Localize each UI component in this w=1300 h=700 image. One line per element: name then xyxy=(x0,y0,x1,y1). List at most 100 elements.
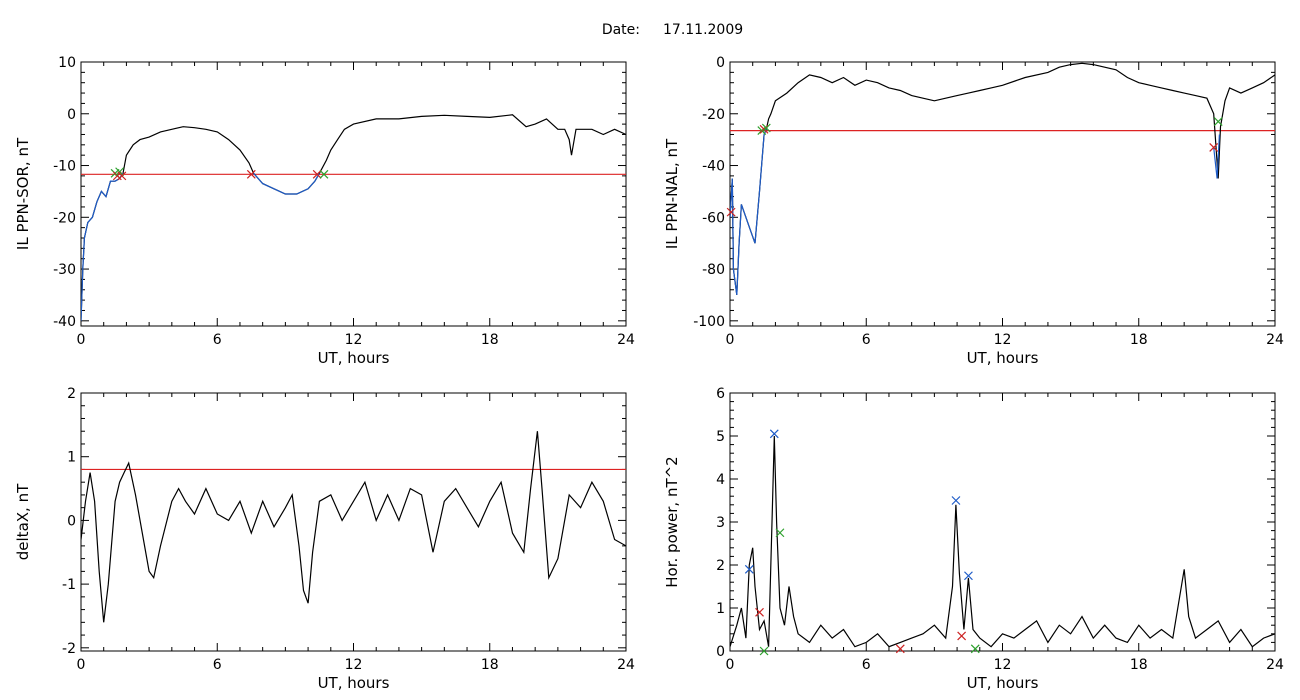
x-axis-label: UT, hours xyxy=(967,349,1039,367)
marker-stroke xyxy=(775,528,785,538)
marker-stroke xyxy=(964,571,973,581)
data-marker xyxy=(964,571,973,581)
x-tick-label: 6 xyxy=(213,657,222,673)
y-tick-label: -20 xyxy=(53,210,76,226)
x-tick-label: 18 xyxy=(1130,332,1148,348)
marker-stroke xyxy=(951,496,961,505)
marker-stroke xyxy=(312,169,322,179)
marker-stroke xyxy=(769,429,779,439)
x-tick-label: 18 xyxy=(1130,657,1148,673)
marker-stroke xyxy=(759,646,769,656)
series-line-1 xyxy=(81,114,626,321)
data-marker xyxy=(970,644,980,654)
y-tick-label: -80 xyxy=(702,262,725,278)
x-tick-label: 12 xyxy=(994,657,1012,673)
marker-stroke xyxy=(970,644,980,654)
x-tick-label: 0 xyxy=(77,657,86,673)
data-marker xyxy=(759,646,769,656)
marker-stroke xyxy=(744,564,754,574)
data-marker xyxy=(775,528,785,538)
x-tick-label: 12 xyxy=(994,332,1012,348)
data-marker xyxy=(726,207,736,217)
data-marker xyxy=(895,644,905,654)
marker-stroke xyxy=(755,607,764,617)
x-tick-label: 0 xyxy=(726,657,735,673)
data-marker xyxy=(957,631,967,641)
y-axis-label: IL PPN-NAL, nT xyxy=(663,138,681,249)
y-tick-label: -20 xyxy=(702,107,725,123)
series-line-1 xyxy=(730,435,1275,648)
data-marker xyxy=(759,124,769,134)
x-tick-label: 24 xyxy=(617,332,635,348)
x-axis-label: UT, hours xyxy=(318,349,390,367)
data-marker xyxy=(1213,117,1223,126)
x-tick-label: 24 xyxy=(617,657,635,673)
marker-stroke xyxy=(957,631,967,641)
data-marker xyxy=(117,171,127,181)
data-marker xyxy=(319,169,329,179)
chart-panel-2: 0 6 12 18 24 -100 -80 -60 -40 -20 0 UT, hours IL PPN… xyxy=(663,55,1284,367)
y-tick-label: -60 xyxy=(702,210,725,226)
x-axis-label: UT, hours xyxy=(967,674,1039,692)
x-tick-label: 0 xyxy=(726,332,735,348)
plot-frame xyxy=(729,61,1276,327)
data-marker xyxy=(769,429,779,439)
data-marker xyxy=(755,607,764,617)
series-line-3 xyxy=(253,172,320,195)
data-marker xyxy=(1209,142,1219,152)
series-line-3 xyxy=(1213,134,1220,179)
y-tick-label: 0 xyxy=(67,513,76,529)
y-tick-label: -40 xyxy=(53,314,76,330)
x-tick-label: 0 xyxy=(77,332,86,348)
marker-stroke xyxy=(117,171,127,181)
y-tick-label: 4 xyxy=(716,472,725,488)
y-tick-label: -2 xyxy=(62,641,76,657)
x-tick-label: 18 xyxy=(481,657,499,673)
y-tick-label: 0 xyxy=(716,644,725,660)
series-line-1 xyxy=(81,431,626,623)
y-tick-label: 1 xyxy=(716,601,725,617)
x-tick-label: 6 xyxy=(213,332,222,348)
data-marker xyxy=(312,169,322,179)
marker-stroke xyxy=(895,644,905,654)
marker-stroke xyxy=(726,207,736,217)
y-axis-label: Hor. power, nT^2 xyxy=(663,456,681,587)
x-tick-label: 12 xyxy=(345,657,363,673)
y-tick-label: 2 xyxy=(67,386,76,402)
x-tick-label: 24 xyxy=(1266,332,1284,348)
y-tick-label: 6 xyxy=(716,386,725,402)
y-tick-label: -1 xyxy=(62,577,76,593)
plot-frame xyxy=(729,392,1276,652)
y-tick-label: 0 xyxy=(67,107,76,123)
series-line-2 xyxy=(730,129,767,295)
series-line-1 xyxy=(730,62,1275,295)
data-marker xyxy=(744,564,754,574)
y-tick-label: 10 xyxy=(58,55,76,71)
x-tick-label: 18 xyxy=(481,332,499,348)
y-tick-label: 1 xyxy=(67,450,76,466)
marker-stroke xyxy=(246,169,256,179)
y-axis-label: deltaX, nT xyxy=(14,483,32,560)
y-tick-label: 5 xyxy=(716,429,725,445)
x-tick-label: 24 xyxy=(1266,657,1284,673)
marker-stroke xyxy=(319,169,329,179)
y-axis-label: IL PPN-SOR, nT xyxy=(14,137,32,250)
y-tick-label: -40 xyxy=(702,159,725,175)
x-tick-label: 12 xyxy=(345,332,363,348)
data-marker xyxy=(246,169,256,179)
data-marker xyxy=(757,126,767,136)
marker-stroke xyxy=(115,167,125,177)
x-tick-label: 6 xyxy=(862,332,871,348)
data-marker xyxy=(761,123,771,133)
date-value: 17.11.2009 xyxy=(663,22,743,38)
series-line-2 xyxy=(81,172,124,321)
x-axis-label: UT, hours xyxy=(318,674,390,692)
y-tick-label: 3 xyxy=(716,515,725,531)
marker-stroke xyxy=(759,124,769,134)
data-marker xyxy=(951,496,961,505)
marker-stroke xyxy=(761,123,771,133)
